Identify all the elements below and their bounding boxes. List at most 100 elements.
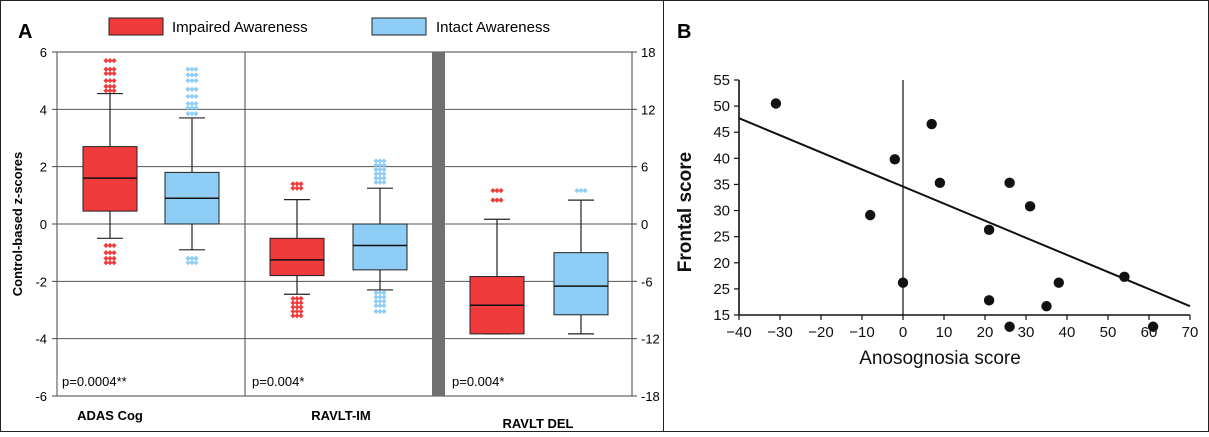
outlier-point	[290, 313, 296, 319]
outlier-point	[373, 179, 379, 186]
outlier-point	[377, 179, 383, 186]
outlier-point	[381, 175, 387, 181]
outlier-point	[490, 187, 496, 194]
x-tick-label: 10	[936, 324, 953, 341]
outlier-point	[381, 308, 387, 315]
left-tick-label: -6	[35, 389, 47, 404]
outlier-point	[574, 187, 580, 194]
outlier-point	[381, 290, 387, 296]
outlier-point	[373, 303, 379, 309]
x-tick-label: 20	[977, 324, 994, 341]
outlier-point	[185, 260, 191, 266]
outlier-point	[494, 187, 500, 194]
y-tick-label: 50	[713, 98, 730, 115]
x-tick-label: 70	[1182, 324, 1199, 341]
outlier-point	[193, 101, 199, 107]
outlier-point	[373, 298, 379, 304]
outlier-point	[189, 111, 195, 117]
outlier-point	[111, 250, 117, 256]
outlier-point	[290, 300, 296, 306]
scatter-point	[1041, 300, 1052, 312]
outlier-point	[377, 294, 383, 300]
x-tick-label: −10	[849, 324, 874, 341]
outlier-point	[377, 175, 383, 181]
y-tick-label: 55	[713, 72, 730, 89]
outlier-point	[298, 295, 304, 302]
panel-a-right-ticks: 18 12 6 0 -6 -12 -18	[632, 45, 660, 404]
outlier-point	[107, 66, 113, 72]
panel-a-gridlines	[57, 108, 632, 340]
outlier-point	[381, 166, 387, 173]
outlier-point	[498, 197, 504, 203]
outlier-point	[381, 303, 387, 309]
outlier-point	[373, 166, 379, 173]
outlier-point	[578, 187, 584, 194]
outlier-point	[381, 294, 387, 300]
left-tick-label: 2	[40, 160, 47, 175]
outlier-point	[381, 179, 387, 186]
panel-a-label: A	[18, 21, 32, 43]
outlier-point	[103, 88, 109, 94]
outlier-point	[111, 66, 117, 72]
outlier-point	[185, 111, 191, 117]
outlier-point	[377, 158, 383, 164]
outlier-point	[185, 86, 191, 92]
box-impaired	[269, 181, 325, 319]
outlier-point	[193, 111, 199, 117]
outlier-point	[193, 86, 199, 92]
outlier-point	[294, 295, 300, 302]
outlier-point	[107, 242, 113, 249]
y-tick-label: 15	[713, 307, 730, 324]
outlier-point	[294, 300, 300, 306]
outlier-point	[377, 298, 383, 304]
y-tick-label: 25	[713, 281, 730, 298]
scatter-point	[1004, 321, 1015, 332]
scatter-point	[926, 118, 937, 130]
group-label: ADAS Cog	[77, 408, 143, 423]
panel-a-boxes	[82, 58, 609, 335]
outlier-point	[377, 308, 383, 315]
group-label: RAVLT-IM	[311, 408, 370, 423]
regression-line	[738, 117, 1191, 308]
outlier-point	[298, 308, 304, 315]
outlier-point	[189, 86, 195, 92]
outlier-point	[290, 308, 296, 315]
group-label: RAVLT DEL	[502, 416, 573, 431]
right-tick-label: 12	[641, 102, 655, 117]
outlier-point	[189, 78, 195, 84]
right-tick-label: -6	[641, 274, 653, 289]
outlier-point	[193, 78, 199, 84]
outlier-point	[290, 295, 296, 302]
outlier-point	[107, 88, 113, 94]
left-tick-label: 0	[40, 217, 47, 232]
panel-a-group-labels: ADAS Cog p=0.0004** RAVLT-IM p=0.004* RAVLT …	[62, 374, 574, 431]
outlier-point	[381, 171, 387, 177]
outlier-point	[103, 70, 109, 77]
outlier-point	[294, 181, 300, 187]
legend-swatch-intact	[371, 17, 427, 36]
outlier-point	[298, 185, 304, 191]
box-intact	[352, 158, 408, 315]
panel-b-label: B	[677, 21, 691, 43]
legend-label-impaired: Impaired Awareness	[172, 19, 308, 36]
right-tick-label: 18	[641, 45, 655, 60]
outlier-point	[111, 242, 117, 249]
scatter-point	[1147, 321, 1159, 332]
outlier-point	[298, 304, 304, 310]
outlier-point	[103, 260, 109, 266]
outlier-point	[381, 298, 387, 304]
panel-a-y-axis-label: Control-based z-scores	[10, 152, 25, 296]
box-iqr	[352, 223, 408, 271]
outlier-point	[298, 181, 304, 187]
y-tick-label: 25	[713, 229, 730, 246]
x-tick-label: 40	[1059, 324, 1076, 341]
outlier-point	[193, 72, 199, 78]
outlier-point	[377, 303, 383, 309]
x-tick-label: 50	[1100, 324, 1117, 341]
outlier-point	[189, 255, 195, 261]
y-tick-label: 20	[713, 255, 730, 272]
outlier-point	[111, 255, 117, 261]
outlier-point	[103, 83, 109, 89]
legend-swatch-impaired	[108, 17, 164, 36]
